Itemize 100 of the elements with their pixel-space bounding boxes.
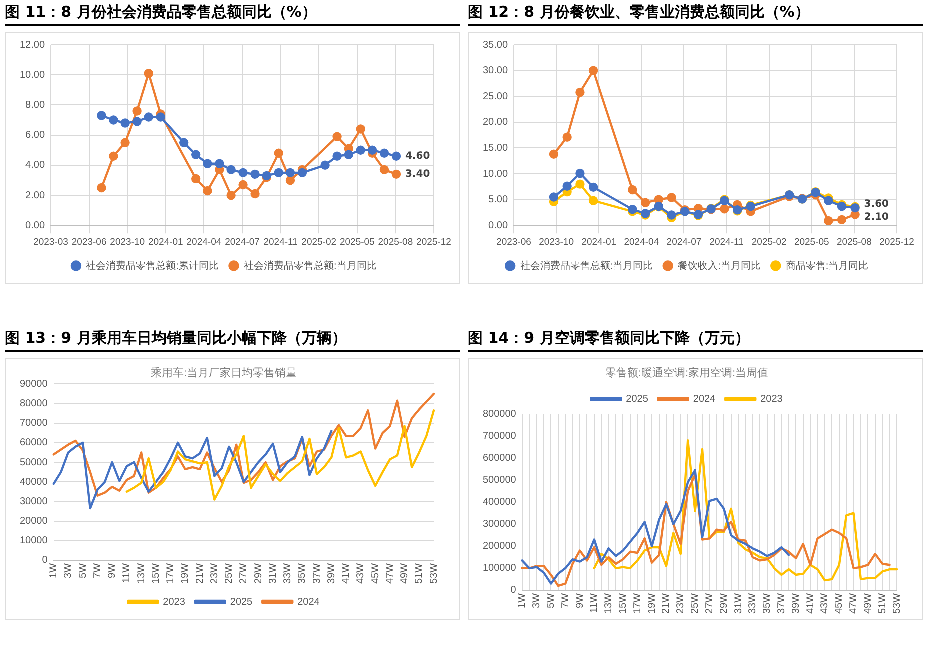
y-tick-label: 30000 [20,496,48,508]
x-tick-label: 2024-04 [624,236,660,248]
legend-label: 2024 [298,596,320,608]
x-tick-label: 2025-02 [752,236,787,248]
x-tick-label: 3W [63,562,74,578]
x-tick-label: 33W [282,562,294,584]
y-tick-label: 6.00 [26,130,46,142]
y-tick-label: 10.00 [482,168,508,180]
chart-subtitle: 零售额:暖通空调:家用空调:当周值 [605,366,769,380]
x-tick-label: 31W [733,592,744,614]
x-tick-label: 21W [661,592,672,614]
y-tick-label: 200000 [482,541,517,552]
x-tick-label: 2025-12 [880,236,914,248]
x-tick-label: 11W [589,592,600,614]
x-tick-label: 17W [166,562,177,584]
chart-title: 图 14：9 月空调零售额同比下降（万元） [468,326,923,352]
x-tick-label: 17W [632,592,644,614]
y-tick-label: 15.00 [482,142,508,154]
annotation: 2.10 [864,212,890,223]
y-tick-label: 400000 [482,497,517,508]
y-tick-label: 70000 [20,418,48,430]
legend-label: 餐饮收入:当月同比 [678,260,761,272]
x-tick-label: 2024-07 [666,236,702,248]
x-tick-label: 39W [790,592,802,614]
legend-label: 2023 [163,596,186,608]
y-tick-label: 5.00 [488,194,508,206]
x-tick-label: 13W [136,562,148,584]
legend-label: 2023 [760,394,784,405]
x-tick-label: 49W [400,562,411,584]
chart-title: 图 11：8 月份社会消费品零售总额同比（%） [5,0,460,26]
x-tick-label: 29W [718,592,730,614]
y-tick-label: 12.00 [20,40,46,51]
annotation: 3.60 [864,198,890,210]
x-tick-label: 45W [370,562,382,584]
y-tick-label: 30.00 [482,66,508,77]
y-tick-label: 90000 [20,378,48,390]
legend-label: 2024 [693,394,716,405]
x-tick-label: 2024-01 [148,236,184,248]
y-tick-label: 0.00 [26,220,46,232]
y-tick-label: 100000 [482,563,517,574]
x-tick-label: 27W [238,562,250,584]
x-tick-label: 23W [209,562,220,584]
x-tick-label: 51W [414,562,426,584]
x-tick-label: 2023-10 [110,236,146,248]
x-tick-label: 33W [748,592,759,614]
x-tick-label: 35W [297,562,308,584]
x-tick-label: 15W [618,592,629,614]
x-tick-label: 53W [892,592,903,614]
x-tick-label: 29W [253,562,264,584]
y-tick-label: 20000 [20,516,48,528]
x-tick-label: 2023-10 [539,236,574,248]
y-tick-label: 700000 [482,430,517,442]
x-tick-label: 23W [676,592,687,614]
x-tick-label: 49W [862,592,874,614]
x-tick-label: 27W [704,592,716,614]
y-tick-label: 20.00 [482,117,508,128]
x-tick-label: 2025-08 [378,236,414,248]
y-tick-label: 50000 [20,457,48,468]
x-tick-label: 41W [341,562,352,584]
x-tick-label: 19W [646,592,658,614]
y-tick-label: 500000 [482,475,517,486]
y-tick-label: 10.00 [20,70,46,81]
legend-label: 2025 [230,596,254,608]
legend-label: 商品零售:当月同比 [786,260,869,272]
x-tick-label: 2024-07 [225,236,260,248]
x-tick-label: 25W [690,592,702,614]
chart-subtitle: 乘用车:当月厂家日均零售销量 [150,366,298,380]
x-tick-label: 9W [107,562,118,578]
x-tick-label: 7W [560,592,572,608]
x-tick-label: 47W [848,592,860,614]
x-tick-label: 2023-03 [34,236,68,248]
legend-label: 社会消费品零售总额:累计同比 [86,260,220,272]
x-tick-label: 1W [517,592,528,608]
y-tick-label: 600000 [482,453,517,464]
x-tick-label: 13W [604,592,615,614]
y-tick-label: 2.00 [26,190,46,202]
x-tick-label: 41W [805,592,816,614]
x-tick-label: 35W [762,592,774,614]
x-tick-label: 2024-11 [264,236,298,248]
x-tick-label: 1W [48,562,60,578]
x-tick-label: 2023-06 [496,236,532,248]
x-tick-label: 19W [180,562,192,584]
x-tick-label: 2024-01 [582,236,617,248]
y-tick-label: 0 [510,585,517,596]
x-tick-label: 2023-06 [72,236,107,248]
x-tick-label: 2025-05 [794,236,830,248]
x-tick-label: 3W [532,592,543,608]
y-tick-label: 80000 [20,398,48,410]
y-tick-label: 35.00 [482,40,508,51]
y-tick-label: 0 [42,555,48,566]
x-tick-label: 43W [356,562,367,584]
y-tick-label: 60000 [20,438,48,449]
y-tick-label: 4.00 [26,160,46,172]
x-tick-label: 2025-02 [302,236,337,248]
x-tick-label: 15W [150,562,162,584]
y-tick-label: 0.00 [488,220,508,232]
legend-label: 社会消费品零售总额:当月同比 [244,260,377,272]
x-tick-label: 5W [78,562,89,578]
x-tick-label: 2025-05 [340,236,375,248]
x-tick-label: 2024-04 [186,236,222,248]
